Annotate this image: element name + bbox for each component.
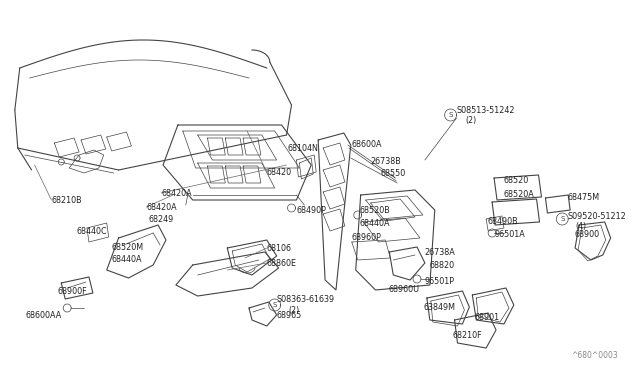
Text: S09520-51212: S09520-51212 xyxy=(567,212,626,221)
Text: 63849M: 63849M xyxy=(424,302,456,311)
Text: 68960U: 68960U xyxy=(388,285,419,294)
Text: 68420A: 68420A xyxy=(147,202,177,212)
Text: 68104N: 68104N xyxy=(287,144,318,153)
Text: 68490B: 68490B xyxy=(487,217,518,225)
Text: 68965: 68965 xyxy=(276,311,302,321)
Text: 68249: 68249 xyxy=(148,215,173,224)
Text: 96501A: 96501A xyxy=(494,230,525,238)
Text: S: S xyxy=(449,112,452,118)
Text: S08513-51242: S08513-51242 xyxy=(456,106,515,115)
Text: 68860E: 68860E xyxy=(267,259,297,267)
Text: (4): (4) xyxy=(575,221,586,231)
Text: 68475M: 68475M xyxy=(567,192,599,202)
Text: 68900F: 68900F xyxy=(58,286,87,295)
Text: S: S xyxy=(273,302,277,308)
Text: 26738B: 26738B xyxy=(371,157,401,166)
Text: 68550: 68550 xyxy=(380,169,406,177)
Text: 68520: 68520 xyxy=(504,176,529,185)
Text: 68960P: 68960P xyxy=(352,232,381,241)
Text: S: S xyxy=(560,216,564,222)
Text: 68440C: 68440C xyxy=(76,227,107,235)
Text: 68600A: 68600A xyxy=(352,140,382,148)
Text: 68900: 68900 xyxy=(574,230,599,238)
Text: 68106: 68106 xyxy=(267,244,292,253)
Text: ^680^0003: ^680^0003 xyxy=(571,351,618,360)
Text: 68440A: 68440A xyxy=(360,218,390,228)
Text: 68490P: 68490P xyxy=(296,205,326,215)
Text: 68440A: 68440A xyxy=(111,256,142,264)
Text: 68520M: 68520M xyxy=(111,243,144,251)
Text: (2): (2) xyxy=(289,307,300,315)
Text: 68901: 68901 xyxy=(474,312,499,321)
Text: 68520B: 68520B xyxy=(360,205,390,215)
Text: 68600AA: 68600AA xyxy=(26,311,62,320)
Text: 68210B: 68210B xyxy=(51,196,82,205)
Text: 68210F: 68210F xyxy=(452,330,482,340)
Text: 96501P: 96501P xyxy=(425,276,455,285)
Text: 68420A: 68420A xyxy=(161,189,192,198)
Text: S08363-61639: S08363-61639 xyxy=(276,295,335,304)
Text: 26738A: 26738A xyxy=(424,247,454,257)
Text: 68820: 68820 xyxy=(430,260,455,269)
Text: 68520A: 68520A xyxy=(504,189,534,199)
Text: (2): (2) xyxy=(465,115,477,125)
Text: 68420: 68420 xyxy=(267,167,292,176)
